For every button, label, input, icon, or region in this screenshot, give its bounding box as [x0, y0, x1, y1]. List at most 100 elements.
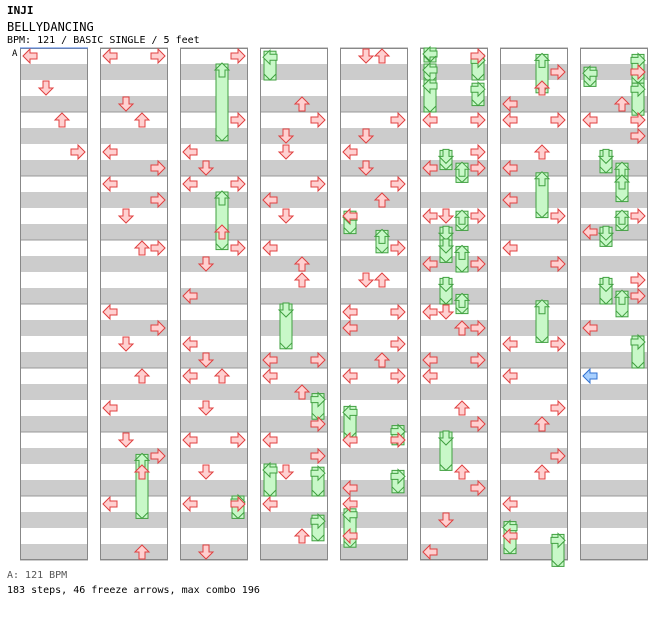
beat-stripe: [180, 448, 248, 464]
freeze-arrow-down: [277, 302, 295, 350]
freeze-tail: [423, 55, 437, 63]
step-arrow-up: [213, 368, 231, 384]
step-arrow-right: [150, 319, 166, 337]
freeze-arrow-up: [613, 174, 631, 203]
freeze-tail: [471, 99, 485, 107]
column-border: [260, 48, 328, 560]
beat-stripe: [500, 192, 568, 208]
step-arrow-left: [182, 431, 198, 449]
beat-stripe: [420, 384, 488, 400]
beat-stripe: [340, 160, 408, 176]
freeze-arrow-down: [437, 430, 455, 472]
beat-stripe: [340, 448, 408, 464]
beat-stripe: [180, 96, 248, 112]
step-arrow-down: [277, 208, 295, 224]
step-arrow-down: [117, 432, 135, 448]
freeze-arrow-up: [213, 190, 231, 251]
beat-stripe: [100, 96, 168, 112]
step-arrow-down: [197, 352, 215, 368]
step-arrow-right: [390, 335, 406, 353]
freeze-tail: [279, 342, 293, 350]
freeze-tail: [599, 240, 613, 248]
freeze-tail: [215, 134, 229, 142]
beat-stripe: [100, 416, 168, 432]
beat-stripe: [500, 160, 568, 176]
step-arrow-up: [453, 464, 471, 480]
freeze-tail: [439, 256, 453, 264]
beat-stripe: [20, 512, 88, 528]
step-arrow-left: [342, 527, 358, 545]
beat-stripe: [20, 64, 88, 80]
beat-stripe: [20, 128, 88, 144]
step-arrow-right: [230, 47, 246, 65]
beat-stripe: [20, 96, 88, 112]
step-arrow-right: [630, 271, 646, 289]
beat-stripe: [100, 352, 168, 368]
beat-stripe: [500, 320, 568, 336]
step-arrow-down: [277, 128, 295, 144]
bpm-marker: A: [12, 49, 18, 59]
step-arrow-left: [342, 303, 358, 321]
freeze-head: [470, 80, 486, 98]
freeze-tail: [423, 105, 437, 113]
beat-stripe: [500, 512, 568, 528]
step-arrow-left: [502, 111, 518, 129]
beat-stripe: [20, 256, 88, 272]
step-arrow-right: [470, 479, 486, 497]
step-arrow-left: [422, 111, 438, 129]
step-arrow-up: [213, 224, 231, 240]
step-arrow-down: [117, 208, 135, 224]
step-arrow-right: [310, 415, 326, 433]
step-arrow-up: [373, 352, 391, 368]
step-arrow-up: [613, 96, 631, 112]
freeze-arrow-down: [597, 225, 615, 248]
freeze-tail: [455, 224, 469, 232]
freeze-arrow-up: [213, 62, 231, 142]
freeze-head: [213, 190, 231, 206]
freeze-head: [437, 148, 455, 165]
freeze-arrow-right: [550, 532, 566, 568]
beat-stripe: [100, 320, 168, 336]
freeze-head: [437, 238, 455, 254]
freeze-arrow-right: [470, 80, 486, 107]
freeze-arrow-left: [262, 48, 278, 81]
beat-stripe: [580, 416, 648, 432]
step-arrow-down: [197, 464, 215, 480]
freeze-head: [597, 148, 615, 165]
freeze-tail: [343, 227, 357, 235]
beat-stripe: [420, 288, 488, 304]
freeze-tail: [599, 166, 613, 174]
freeze-head: [437, 225, 455, 241]
step-arrow-right: [390, 431, 406, 449]
step-arrow-up: [133, 464, 151, 480]
step-arrow-right: [470, 207, 486, 225]
beat-stripe: [100, 256, 168, 272]
chart-column: [100, 47, 168, 561]
freeze-head: [613, 174, 631, 190]
step-arrow-left: [502, 159, 518, 177]
step-arrow-left: [422, 543, 438, 561]
step-arrow-right: [630, 63, 646, 81]
freeze-arrow-up: [613, 209, 631, 232]
step-arrow-left: [182, 287, 198, 305]
step-arrow-down: [277, 464, 295, 480]
beat-stripe: [100, 192, 168, 208]
beat-stripe: [20, 544, 88, 560]
freeze-head: [582, 64, 598, 82]
beat-stripe: [500, 384, 568, 400]
step-arrow-left: [502, 239, 518, 257]
freeze-head: [613, 209, 631, 225]
chart-column: [580, 47, 648, 561]
freeze-head: [550, 532, 566, 549]
beat-stripe: [420, 192, 488, 208]
step-arrow-left: [182, 367, 198, 385]
beat-stripe: [260, 288, 328, 304]
step-arrow-left: [422, 303, 438, 321]
beat-stripe: [20, 192, 88, 208]
step-arrow-down: [197, 160, 215, 176]
freeze-tail: [375, 246, 389, 254]
beat-stripe: [180, 224, 248, 240]
step-arrow-left: [182, 335, 198, 353]
step-arrow-right: [630, 207, 646, 225]
chart-column: [500, 47, 568, 561]
